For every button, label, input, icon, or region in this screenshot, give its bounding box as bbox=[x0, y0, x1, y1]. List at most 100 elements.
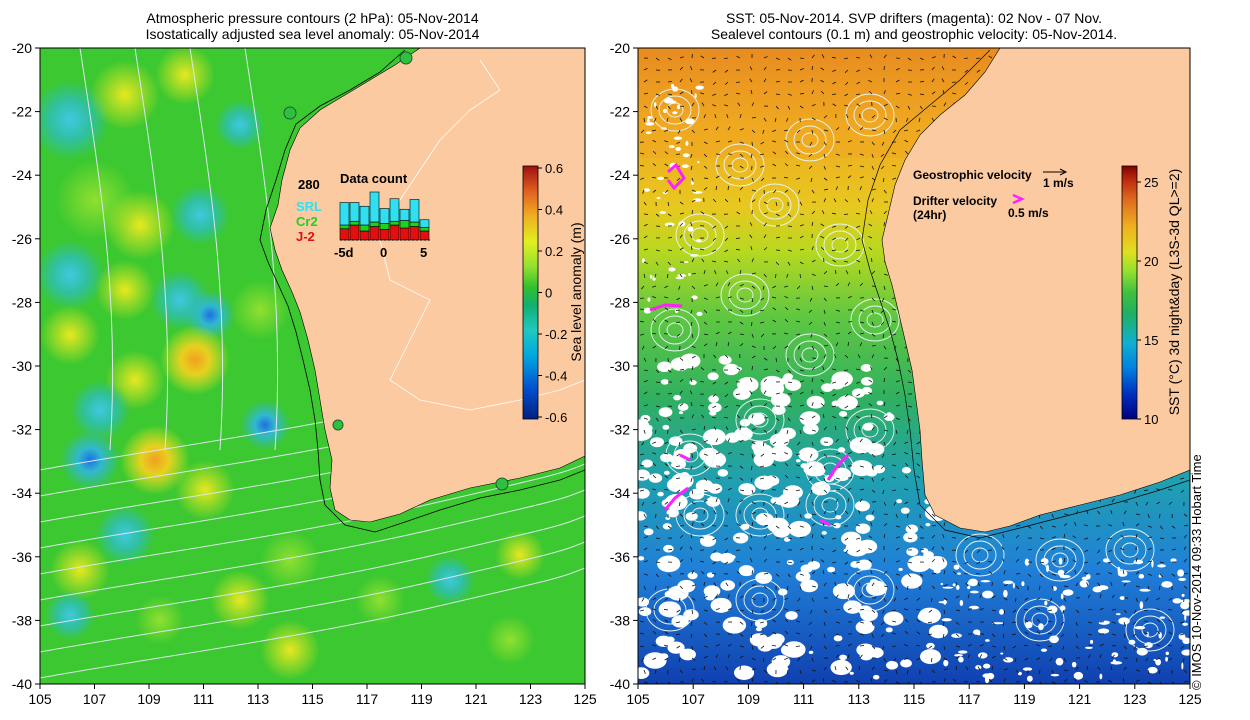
velocity-vector bbox=[691, 177, 694, 182]
velocity-vector bbox=[751, 189, 756, 192]
colorbar-tick-label: 10 bbox=[1144, 412, 1158, 427]
cloud-patch bbox=[1040, 557, 1049, 565]
velocity-vector bbox=[964, 561, 969, 565]
cloud-patch bbox=[1021, 581, 1025, 587]
cloud-patch bbox=[1060, 593, 1064, 600]
velocity-vector bbox=[643, 67, 648, 71]
velocity-vector bbox=[833, 354, 837, 359]
velocity-vector bbox=[1122, 678, 1125, 683]
tide-gauge-marker[interactable] bbox=[332, 419, 344, 431]
cloud-patch bbox=[873, 464, 886, 474]
velocity-vector bbox=[871, 153, 874, 158]
velocity-vector bbox=[1003, 609, 1006, 614]
sea-level-contour bbox=[861, 582, 879, 598]
data-count-max-label: 280 bbox=[298, 177, 320, 192]
velocity-vector bbox=[1183, 558, 1188, 563]
velocity-vector bbox=[664, 140, 669, 143]
velocity-vector bbox=[703, 321, 708, 325]
velocity-vector bbox=[882, 489, 885, 494]
velocity-vector bbox=[727, 282, 731, 287]
velocity-vector bbox=[772, 285, 777, 289]
cloud-patch bbox=[1146, 631, 1149, 638]
velocity-vector bbox=[856, 537, 861, 540]
velocity-vector bbox=[916, 631, 921, 635]
cloud-patch bbox=[751, 441, 768, 453]
velocity-vector bbox=[892, 152, 897, 155]
velocity-vector bbox=[1180, 477, 1185, 480]
cloud-patch bbox=[952, 583, 957, 587]
velocity-vector bbox=[1110, 666, 1113, 671]
cloud-patch bbox=[1026, 675, 1033, 682]
velocity-vector bbox=[739, 165, 744, 169]
velocity-vector bbox=[691, 89, 693, 95]
velocity-vector bbox=[715, 185, 718, 191]
velocity-vector bbox=[664, 631, 669, 635]
cloud-patch bbox=[718, 355, 732, 365]
velocity-vector bbox=[655, 561, 660, 564]
velocity-vector bbox=[907, 57, 912, 61]
velocity-vector bbox=[1015, 669, 1020, 674]
velocity-vector bbox=[691, 597, 696, 601]
sea-level-contour bbox=[675, 493, 725, 537]
velocity-vector bbox=[652, 452, 657, 455]
cloud-patch bbox=[733, 532, 749, 544]
velocity-vector bbox=[727, 607, 732, 611]
velocity-vector bbox=[679, 669, 683, 674]
sst-map[interactable] bbox=[630, 48, 1194, 685]
x-tick-label: 109 bbox=[137, 691, 161, 707]
cloud-patch bbox=[692, 191, 703, 194]
cloud-patch bbox=[841, 531, 862, 547]
velocity-vector bbox=[643, 223, 648, 227]
x-tick-label: 107 bbox=[83, 691, 107, 707]
velocity-vector bbox=[844, 93, 849, 97]
sea-level-contour bbox=[785, 118, 835, 162]
velocity-vector bbox=[703, 595, 708, 599]
velocity-vector bbox=[751, 428, 756, 431]
svp-drifter-tracks[interactable] bbox=[649, 162, 850, 527]
sla-anomaly-patch bbox=[215, 100, 265, 150]
velocity-vector bbox=[643, 513, 647, 518]
x-tick-label: 121 bbox=[464, 691, 488, 707]
velocity-vector bbox=[967, 654, 970, 659]
velocity-vector bbox=[1074, 570, 1077, 575]
velocity-vector bbox=[916, 597, 921, 601]
tide-gauge-marker[interactable] bbox=[283, 106, 297, 120]
velocity-vector bbox=[1147, 547, 1152, 551]
velocity-vector bbox=[823, 354, 827, 359]
cloud-patch bbox=[865, 514, 875, 521]
sla-map[interactable] bbox=[30, 45, 585, 684]
sea-level-contour bbox=[1051, 552, 1069, 568]
velocity-vector bbox=[821, 54, 825, 59]
velocity-vector bbox=[1084, 524, 1089, 527]
velocity-vector bbox=[749, 234, 753, 239]
velocity-vector bbox=[991, 609, 996, 612]
sla-colorbar: 0.60.40.20-0.2-0.4-0.6 Sea level anomaly… bbox=[522, 161, 584, 425]
sea-level-contour bbox=[831, 237, 849, 253]
velocity-vector bbox=[679, 559, 684, 563]
velocity-vector bbox=[715, 342, 718, 347]
velocity-vector bbox=[1135, 534, 1138, 539]
velocity-vector bbox=[895, 585, 898, 590]
velocity-vector bbox=[796, 129, 801, 133]
velocity-vector bbox=[1135, 657, 1138, 662]
velocity-vector bbox=[1183, 534, 1187, 539]
cloud-patch bbox=[649, 274, 653, 279]
sla-anomaly-patch bbox=[240, 400, 290, 450]
velocity-vector bbox=[691, 129, 695, 134]
velocity-vector bbox=[679, 378, 684, 383]
velocity-vector bbox=[679, 247, 684, 251]
velocity-vector bbox=[1038, 585, 1041, 591]
velocity-vector bbox=[703, 655, 708, 659]
tide-gauge-marker[interactable] bbox=[495, 477, 509, 491]
velocity-vector bbox=[1097, 666, 1101, 671]
velocity-vector bbox=[796, 177, 801, 180]
velocity-vector bbox=[847, 331, 852, 335]
velocity-vector bbox=[726, 114, 729, 119]
sea-level-contour bbox=[735, 398, 785, 442]
tide-gauge-marker[interactable] bbox=[399, 51, 413, 65]
velocity-vector bbox=[907, 405, 912, 408]
velocity-vector bbox=[916, 657, 921, 661]
velocity-vector bbox=[835, 309, 840, 312]
velocity-vector bbox=[845, 393, 849, 398]
velocity-vector bbox=[796, 333, 801, 336]
